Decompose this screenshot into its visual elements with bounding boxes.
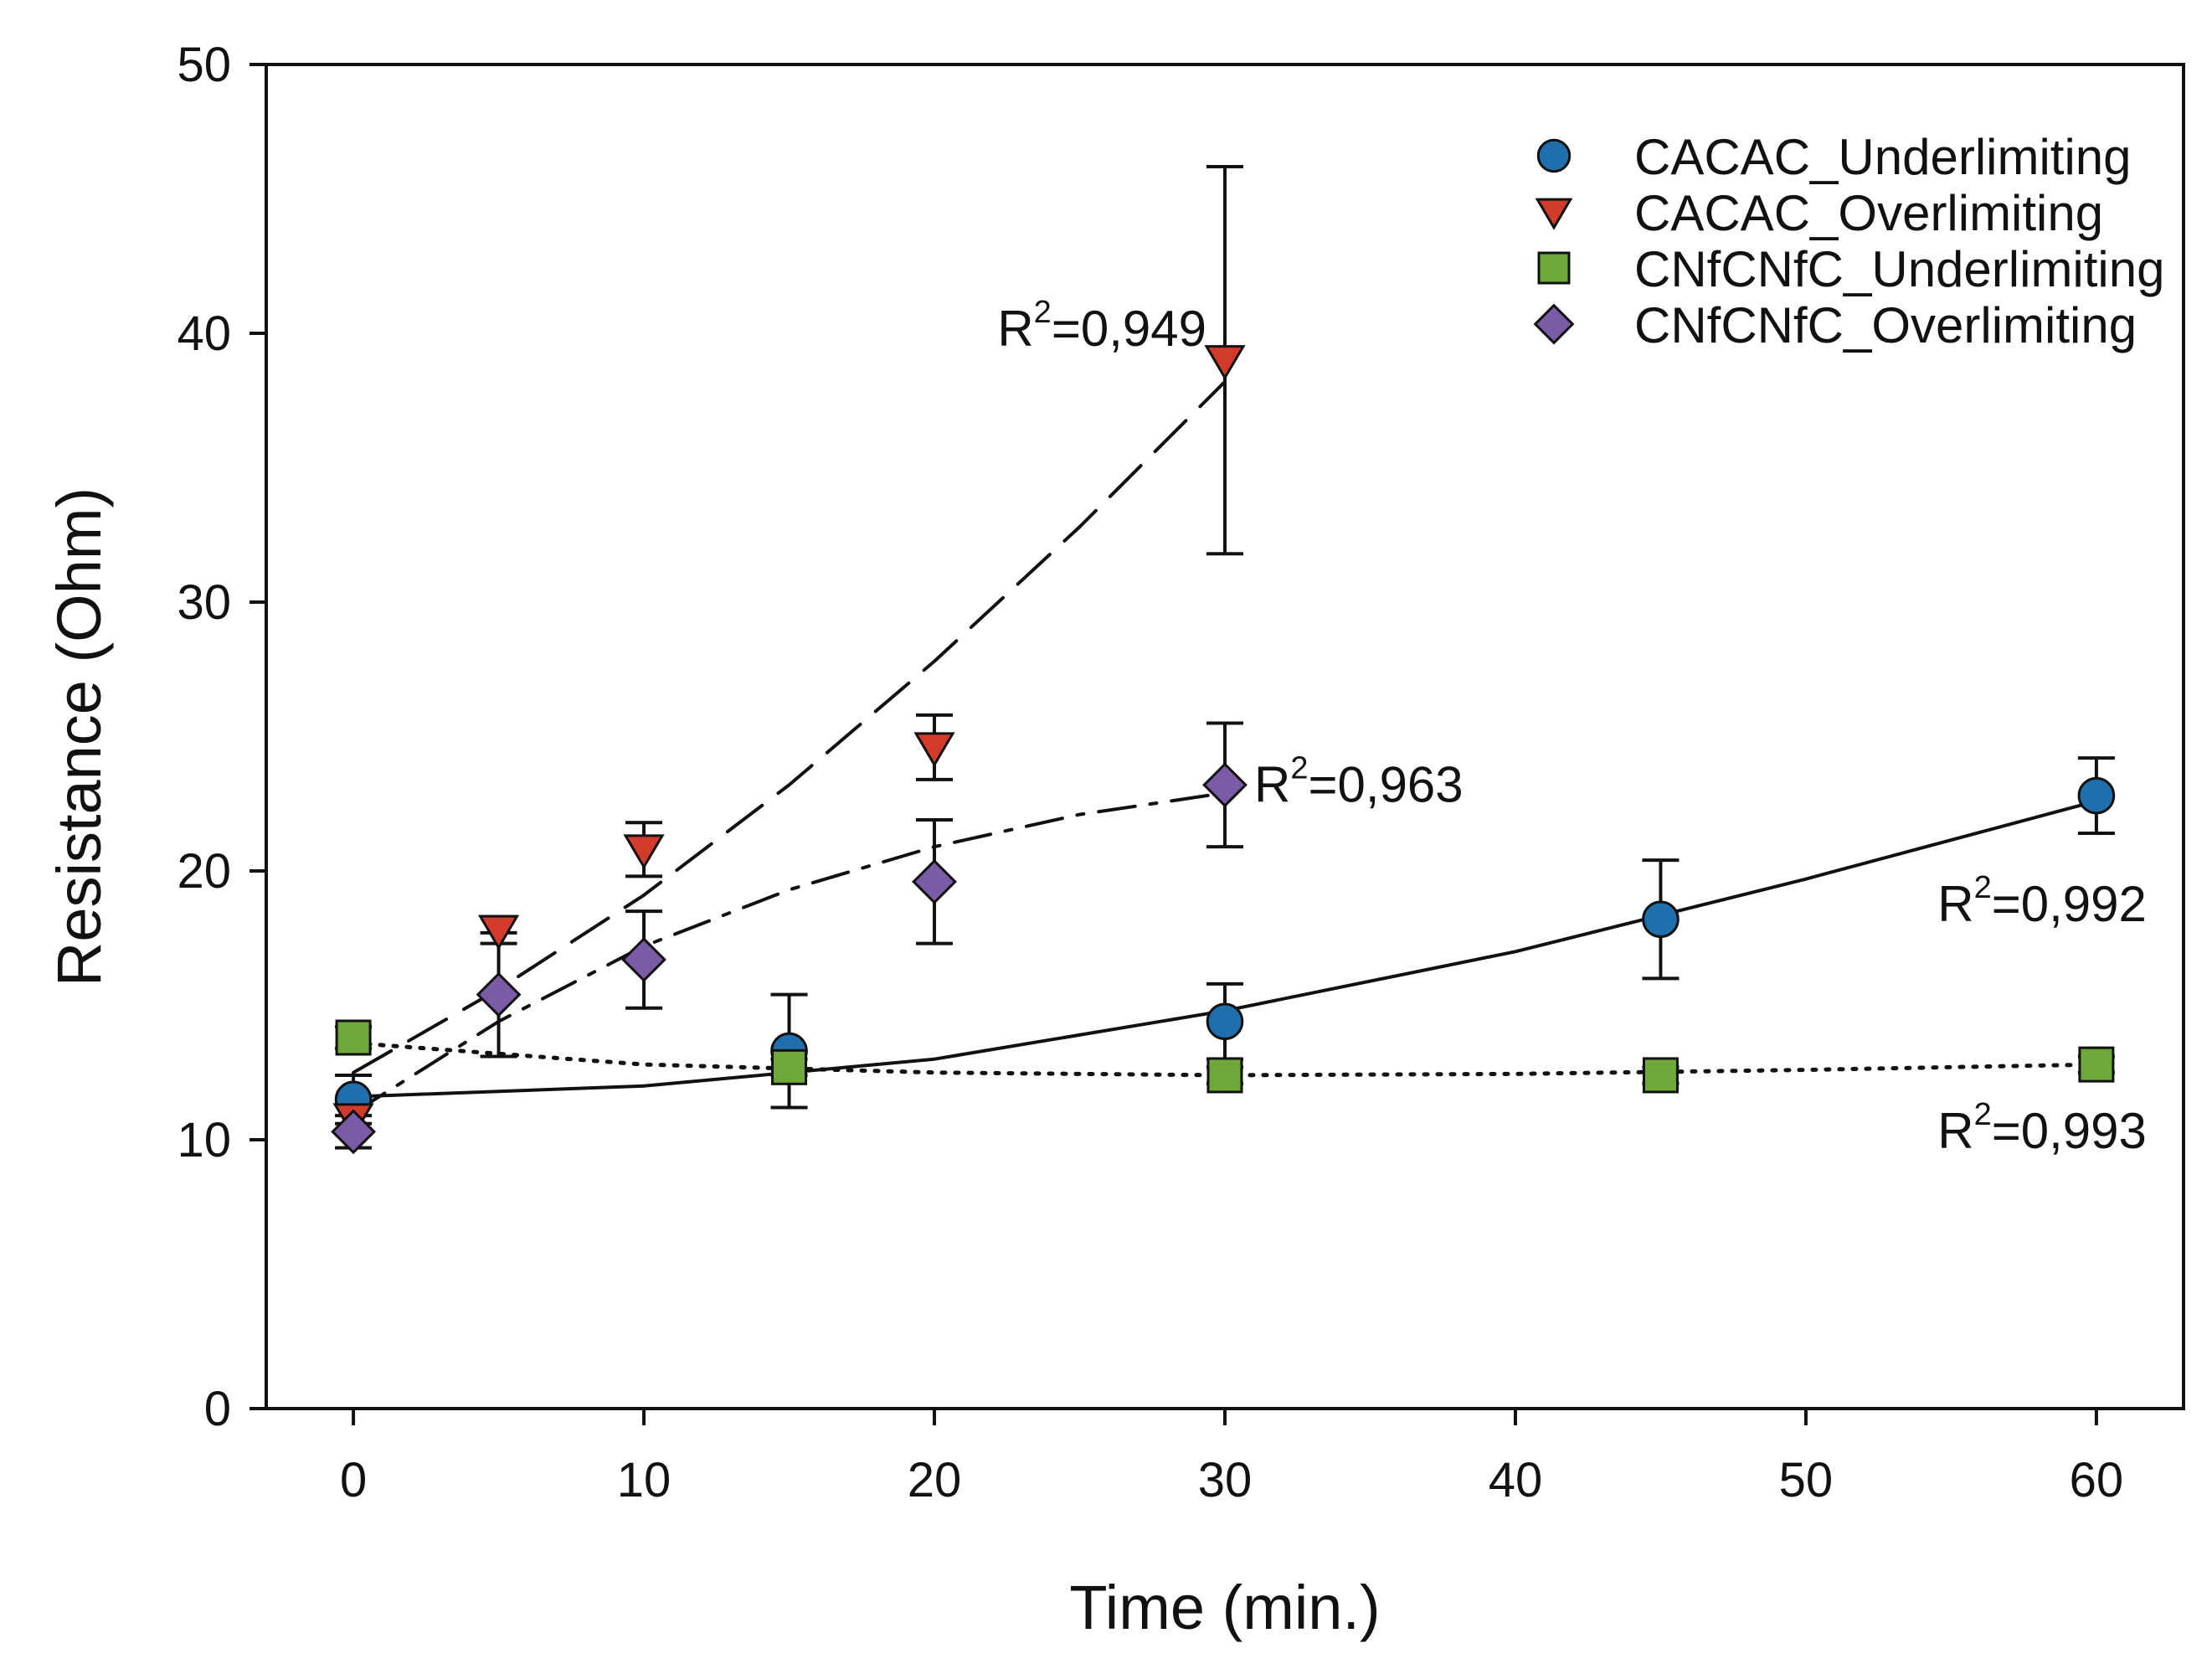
x-tick-label: 50 xyxy=(1779,1453,1834,1507)
legend-marker-cacac-underlimiting xyxy=(1536,138,1572,173)
marker-cacac-overlimiting xyxy=(1204,345,1246,380)
y-tick-label: 40 xyxy=(177,307,231,361)
y-tick-label: 0 xyxy=(204,1382,231,1436)
marker-cacac-underlimiting xyxy=(2077,776,2116,815)
r2-label: R2=0,993 xyxy=(1937,1097,2147,1159)
marker-cacac-overlimiting xyxy=(623,834,665,870)
r2-annotations: R2=0,949 R2=0,963 R2=0,992 R2=0,993 xyxy=(997,295,2147,1159)
y-axis: 0 10 20 30 40 50 xyxy=(177,38,266,1436)
legend-label-cacac-underlimiting: CACAC_Underlimiting xyxy=(1634,129,2132,185)
y-tick-label: 30 xyxy=(177,575,231,630)
marker-cnfcnfc-underlimiting xyxy=(335,1019,372,1056)
marker-cacac-underlimiting xyxy=(1642,900,1680,939)
marker-cnfcnfc-overlimiting xyxy=(621,937,666,982)
x-tick-label: 40 xyxy=(1489,1453,1543,1507)
fit-line-cacac-overlimiting xyxy=(352,379,1227,1074)
legend: CACAC_UnderlimitingCACAC_OverlimitingCNf… xyxy=(1533,129,2165,353)
x-axis: 0 10 20 30 40 50 60 xyxy=(340,1409,2123,1507)
x-tick-label: 10 xyxy=(617,1453,671,1507)
y-axis-title: Resistance (Ohm) xyxy=(44,487,114,987)
x-tick-label: 0 xyxy=(340,1453,367,1507)
legend-label-cnfcnfc-overlimiting: CNfCNfC_Overlimiting xyxy=(1634,297,2137,353)
r2-label: R2=0,963 xyxy=(1254,750,1464,812)
legend-marker-cacac-overlimiting xyxy=(1535,198,1573,230)
x-tick-label: 20 xyxy=(908,1453,962,1507)
r2-label: R2=0,949 xyxy=(997,295,1206,357)
marker-cnfcnfc-overlimiting xyxy=(476,971,522,1017)
marker-cacac-underlimiting xyxy=(1206,1002,1244,1041)
x-axis-title: Time (min.) xyxy=(1069,1573,1380,1642)
y-tick-label: 10 xyxy=(177,1113,231,1167)
legend-label-cacac-overlimiting: CACAC_Overlimiting xyxy=(1634,185,2103,241)
legend-marker-cnfcnfc-underlimiting xyxy=(1537,251,1571,285)
marker-cacac-overlimiting xyxy=(913,732,955,768)
marker-cnfcnfc-underlimiting xyxy=(2078,1046,2115,1083)
legend-marker-cnfcnfc-overlimiting xyxy=(1533,303,1575,345)
marker-cnfcnfc-underlimiting xyxy=(1642,1057,1679,1094)
marker-cnfcnfc-underlimiting xyxy=(771,1048,808,1085)
marker-cnfcnfc-underlimiting xyxy=(1206,1057,1243,1094)
y-tick-label: 50 xyxy=(177,38,231,92)
marker-cacac-overlimiting xyxy=(477,914,520,950)
marker-cnfcnfc-overlimiting xyxy=(912,858,957,904)
x-tick-label: 60 xyxy=(2070,1453,2124,1507)
y-tick-label: 20 xyxy=(177,844,231,899)
x-tick-label: 30 xyxy=(1198,1453,1253,1507)
r2-label: R2=0,992 xyxy=(1937,870,2147,932)
data-markers xyxy=(331,345,2116,1155)
marker-cnfcnfc-overlimiting xyxy=(1202,762,1247,808)
legend-label-cnfcnfc-underlimiting: CNfCNfC_Underlimiting xyxy=(1634,241,2165,297)
marker-cnfcnfc-overlimiting xyxy=(331,1109,377,1155)
